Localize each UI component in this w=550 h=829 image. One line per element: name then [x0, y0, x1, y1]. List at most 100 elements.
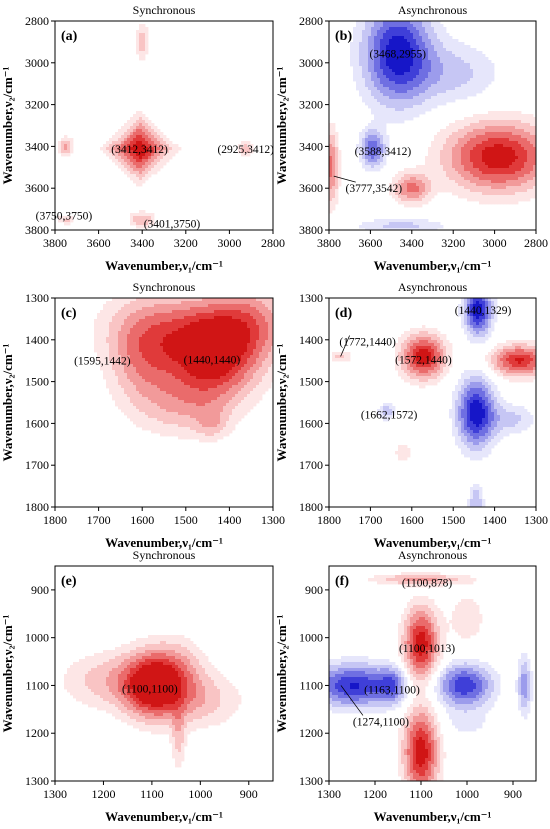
x-tick-label: 1500 [441, 513, 465, 527]
x-tick-label: 2800 [261, 236, 285, 250]
y-tick-label: 1000 [25, 631, 49, 645]
annotation-leader [333, 175, 356, 183]
x-tick-label: 3400 [400, 236, 424, 250]
y-tick-label: 1700 [25, 458, 49, 472]
panel-a: 3800 3600 3400 3200 3000 2800 2800 3000 3200 3400… [0, 3, 285, 273]
y-tick-label: 1600 [299, 416, 323, 430]
peak-annotation: (1274,1100) [353, 716, 409, 728]
x-axis-title: Wavenumber,ν₁/cm⁻¹ [105, 809, 223, 824]
y-tick-label: 1300 [299, 774, 323, 788]
panel-letter: (b) [335, 29, 352, 44]
y-tick-label: 900 [305, 583, 323, 597]
plot-frame [328, 297, 537, 508]
peak-annotation: (1440,1440) [184, 355, 241, 367]
x-tick-label: 3600 [87, 236, 111, 250]
y-tick-label: 1700 [299, 458, 323, 472]
panel-d: 1800 1700 1600 1500 1400 1300 1300 1400 1500 1600… [274, 280, 548, 550]
y-tick-label: 1400 [299, 333, 323, 347]
peak-annotation: (1662,1572) [361, 410, 418, 422]
y-tick-label: 1300 [299, 291, 323, 305]
x-tick-label: 3200 [441, 236, 465, 250]
x-tick-label: 1500 [174, 513, 198, 527]
peak-annotation: (1100,1013) [399, 643, 455, 655]
y-tick-label: 1500 [25, 375, 49, 389]
x-tick-label: 1700 [87, 513, 111, 527]
x-tick-label: 1300 [524, 513, 548, 527]
y-tick-label: 1800 [25, 500, 49, 514]
contour-field [94, 298, 273, 443]
y-axis-title: Wavenumber,ν₂/cm⁻¹ [274, 66, 289, 184]
annotation-leader [340, 335, 350, 357]
peak-annotation: (3588,3412) [355, 146, 412, 158]
peak-annotation: (1772,1440) [339, 337, 396, 349]
x-axis-title: Wavenumber,ν₁/cm⁻¹ [374, 258, 492, 273]
panel-title: Asynchronous [398, 3, 468, 17]
peak-annotation: (3401,3750) [144, 219, 201, 231]
y-tick-label: 1100 [25, 678, 49, 692]
y-axis-title: Wavenumber,ν₂/cm⁻¹ [0, 343, 15, 461]
y-tick-label: 1000 [299, 631, 323, 645]
panel-letter: (c) [61, 306, 77, 321]
x-axis-title: Wavenumber,ν₁/cm⁻¹ [105, 258, 223, 273]
panel-letter: (f) [335, 574, 349, 589]
peak-annotation: (1100,1100) [122, 683, 178, 695]
y-tick-label: 3200 [299, 98, 323, 112]
y-tick-label: 3000 [299, 56, 323, 70]
peak-annotation: (1163,1100) [364, 684, 420, 696]
panel-letter: (e) [61, 574, 77, 589]
panel-letter: (d) [335, 306, 352, 321]
x-tick-label: 1400 [483, 513, 507, 527]
x-tick-label: 1200 [363, 787, 387, 801]
y-axis-title: Wavenumber,ν₂/cm⁻¹ [274, 343, 289, 461]
contour-field [332, 298, 536, 507]
x-tick-label: 1300 [43, 787, 67, 801]
plot-frame [54, 297, 274, 508]
contour-field [58, 24, 254, 229]
x-tick-label: 1400 [217, 513, 241, 527]
x-tick-label: 1800 [43, 513, 67, 527]
panel-title: Synchronous [133, 3, 196, 17]
peak-annotation: (3777,3542) [345, 183, 402, 195]
y-tick-label: 3800 [25, 223, 49, 237]
peak-annotation: (2925,3412) [217, 144, 274, 156]
panel-c: 1800 1700 1600 1500 1400 1300 1300 1400 1500 1600… [0, 280, 285, 550]
y-tick-label: 3400 [299, 139, 323, 153]
y-axis-title: Wavenumber,ν₂/cm⁻¹ [0, 66, 15, 184]
y-tick-label: 1500 [299, 375, 323, 389]
y-tick-label: 1200 [299, 726, 323, 740]
panel-b: 3800 3600 3400 3200 3000 2800 2800 3000 3200 3400… [274, 3, 548, 273]
x-tick-label: 1300 [261, 513, 285, 527]
x-tick-label: 3800 [317, 236, 341, 250]
panel-title: Synchronous [133, 280, 196, 294]
peak-annotation: (1100,878) [402, 577, 453, 589]
y-tick-label: 1100 [299, 678, 323, 692]
x-axis-title: Wavenumber,ν₁/cm⁻¹ [374, 535, 492, 550]
x-tick-label: 3000 [217, 236, 241, 250]
x-axis-title: Wavenumber,ν₁/cm⁻¹ [374, 809, 492, 824]
x-tick-label: 1600 [130, 513, 154, 527]
peak-annotation: (1595,1442) [74, 355, 131, 367]
x-tick-label: 1100 [409, 787, 433, 801]
y-tick-label: 3200 [25, 98, 49, 112]
x-tick-label: 3600 [358, 236, 382, 250]
panel-f: 1300 1200 1100 1000 900 900 1000 1100 1200 1300 As… [274, 548, 537, 824]
y-tick-label: 3800 [299, 223, 323, 237]
peak-annotation: (3750,3750) [36, 211, 93, 223]
y-tick-label: 2800 [299, 14, 323, 28]
x-tick-label: 3800 [43, 236, 67, 250]
plot-frame [328, 20, 537, 231]
contour-field [64, 635, 242, 768]
peak-annotation: (1440,1329) [455, 305, 512, 317]
plot-frame [54, 565, 274, 782]
x-tick-label: 3200 [174, 236, 198, 250]
y-axis-title: Wavenumber,ν₂/cm⁻¹ [274, 614, 289, 732]
y-tick-label: 1300 [25, 774, 49, 788]
x-tick-label: 1800 [317, 513, 341, 527]
y-tick-label: 3600 [25, 181, 49, 195]
x-tick-label: 1200 [91, 787, 115, 801]
panel-title: Asynchronous [398, 548, 468, 562]
y-tick-label: 900 [31, 583, 49, 597]
x-tick-label: 3400 [130, 236, 154, 250]
panel-title: Asynchronous [398, 280, 468, 294]
x-tick-label: 1000 [455, 787, 479, 801]
